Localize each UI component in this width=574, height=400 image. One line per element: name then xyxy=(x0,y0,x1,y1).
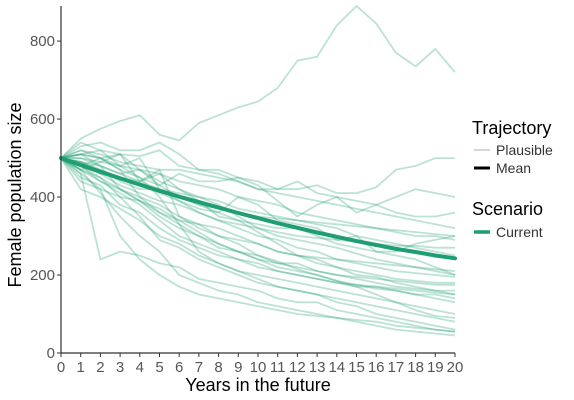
x-tick-label-4: 4 xyxy=(136,359,144,376)
y-tick-label-200: 200 xyxy=(30,267,55,284)
plausible-line-23 xyxy=(60,157,456,257)
legend: Trajectory Plausible Mean Scenario Curre… xyxy=(472,118,553,240)
y-axis-title: Female population size xyxy=(5,102,25,287)
plausible-lines xyxy=(60,5,456,337)
plausible-line-4 xyxy=(60,149,456,218)
y-tick-label-600: 600 xyxy=(30,111,55,128)
x-tick-label-14: 14 xyxy=(328,359,345,376)
plausible-line-25 xyxy=(60,157,456,304)
legend-label-current: Current xyxy=(496,224,543,240)
x-tick-label-10: 10 xyxy=(250,359,267,376)
x-tick-label-12: 12 xyxy=(289,359,306,376)
plausible-line-12 xyxy=(60,157,455,286)
x-tick-label-7: 7 xyxy=(195,359,203,376)
x-tick-label-5: 5 xyxy=(155,359,163,376)
plausible-line-1 xyxy=(60,5,456,159)
x-tick-label-11: 11 xyxy=(270,359,286,376)
x-axis-title: Years in the future xyxy=(185,375,330,395)
plausible-line-21 xyxy=(61,157,456,241)
x-tick-label-2: 2 xyxy=(96,359,104,376)
x-tick-label-13: 13 xyxy=(309,359,326,376)
plausible-line-8 xyxy=(60,157,456,333)
x-tick-label-15: 15 xyxy=(348,359,365,376)
plausible-line-13 xyxy=(60,153,456,319)
plausible-line-19 xyxy=(60,157,456,333)
plausible-line-5 xyxy=(60,149,456,253)
plot-area xyxy=(59,5,457,337)
plausible-line-11 xyxy=(60,157,456,300)
x-tick-label-8: 8 xyxy=(214,359,222,376)
plausible-line-14 xyxy=(60,157,456,272)
plausible-line-2 xyxy=(60,141,455,194)
x-tick-label-20: 20 xyxy=(447,359,464,376)
x-tick-label-9: 9 xyxy=(234,359,242,376)
plausible-line-27 xyxy=(60,153,456,323)
y-tick-label-400: 400 xyxy=(30,189,55,206)
x-ticks: 0 1 2 3 4 5 6 7 8 9 10 11 12 13 14 15 16 17 18 19 20 xyxy=(57,353,464,376)
x-tick-label-1: 1 xyxy=(77,359,85,376)
plausible-line-16 xyxy=(60,157,455,249)
mean-line-current xyxy=(59,156,457,261)
x-tick-label-18: 18 xyxy=(407,359,424,376)
legend-label-mean: Mean xyxy=(496,160,531,176)
y-tick-label-0: 0 xyxy=(47,345,55,362)
y-tick-label-800: 800 xyxy=(30,33,55,50)
y-ticks: 0 200 400 600 800 xyxy=(30,33,61,362)
x-tick-label-16: 16 xyxy=(368,359,385,376)
x-tick-label-0: 0 xyxy=(57,359,65,376)
plausible-line-15 xyxy=(61,157,456,276)
plausible-line-26 xyxy=(60,157,455,284)
legend-title-trajectory: Trajectory xyxy=(472,118,551,138)
x-tick-label-3: 3 xyxy=(116,359,124,376)
plausible-line-18 xyxy=(60,157,456,337)
plausible-line-22 xyxy=(60,149,456,230)
plausible-line-9 xyxy=(60,157,456,315)
x-tick-label-19: 19 xyxy=(427,359,444,376)
plausible-line-17 xyxy=(60,157,456,331)
x-tick-label-17: 17 xyxy=(388,359,405,376)
legend-title-scenario: Scenario xyxy=(472,199,543,219)
x-tick-label-6: 6 xyxy=(175,359,183,376)
plausible-line-3 xyxy=(60,141,456,206)
legend-label-plausible: Plausible xyxy=(496,142,553,158)
plausible-line-7 xyxy=(60,153,456,296)
plausible-line-28 xyxy=(60,157,456,296)
